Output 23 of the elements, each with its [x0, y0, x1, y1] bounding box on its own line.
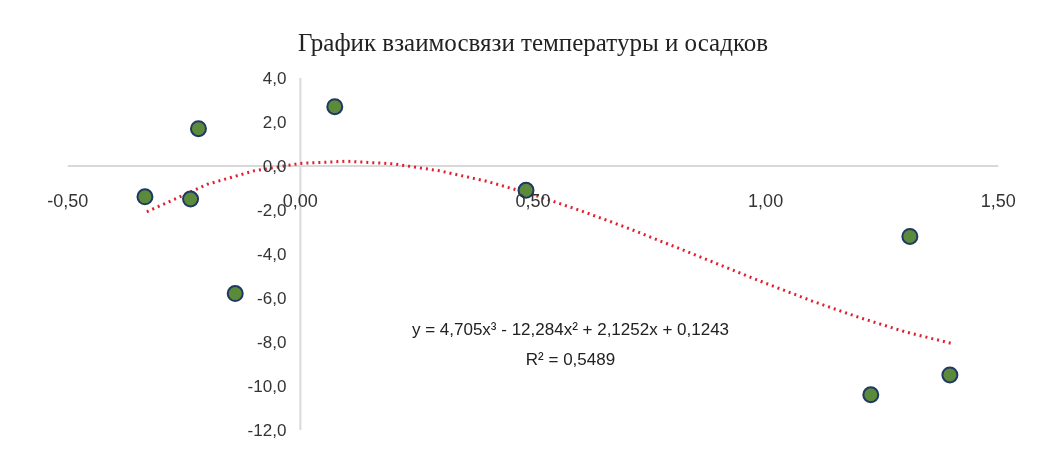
- point: [862, 386, 880, 404]
- y-tick-label: -8,0: [257, 332, 287, 352]
- y-tick-label: 2,0: [262, 113, 287, 133]
- y-tick-label: -12,0: [247, 420, 287, 440]
- point: [182, 190, 200, 208]
- point: [326, 98, 344, 116]
- chart-title: График взаимосвязи температуры и осадков: [297, 28, 769, 56]
- y-tick-label: -10,0: [247, 376, 287, 396]
- point: [901, 227, 919, 245]
- annotation: y = 4,705x³ - 12,284x² + 2,1252x + 0,1243: [411, 320, 730, 339]
- x-tick-label: 1,50: [980, 191, 1016, 212]
- point: [941, 366, 959, 384]
- annotation: R² = 0,5489: [525, 350, 616, 369]
- y-tick-label: -4,0: [257, 245, 287, 264]
- x-tick-label: 1,00: [748, 191, 784, 212]
- point: [226, 285, 244, 303]
- x-tick-label: 0,50: [515, 191, 551, 212]
- y-tick-label: 4,0: [262, 69, 287, 89]
- y-tick-label: 0,0: [262, 157, 287, 177]
- point: [189, 120, 207, 138]
- point: [136, 188, 154, 206]
- x-tick-label: -0,50: [47, 191, 89, 212]
- y-tick-label: -6,0: [257, 288, 287, 308]
